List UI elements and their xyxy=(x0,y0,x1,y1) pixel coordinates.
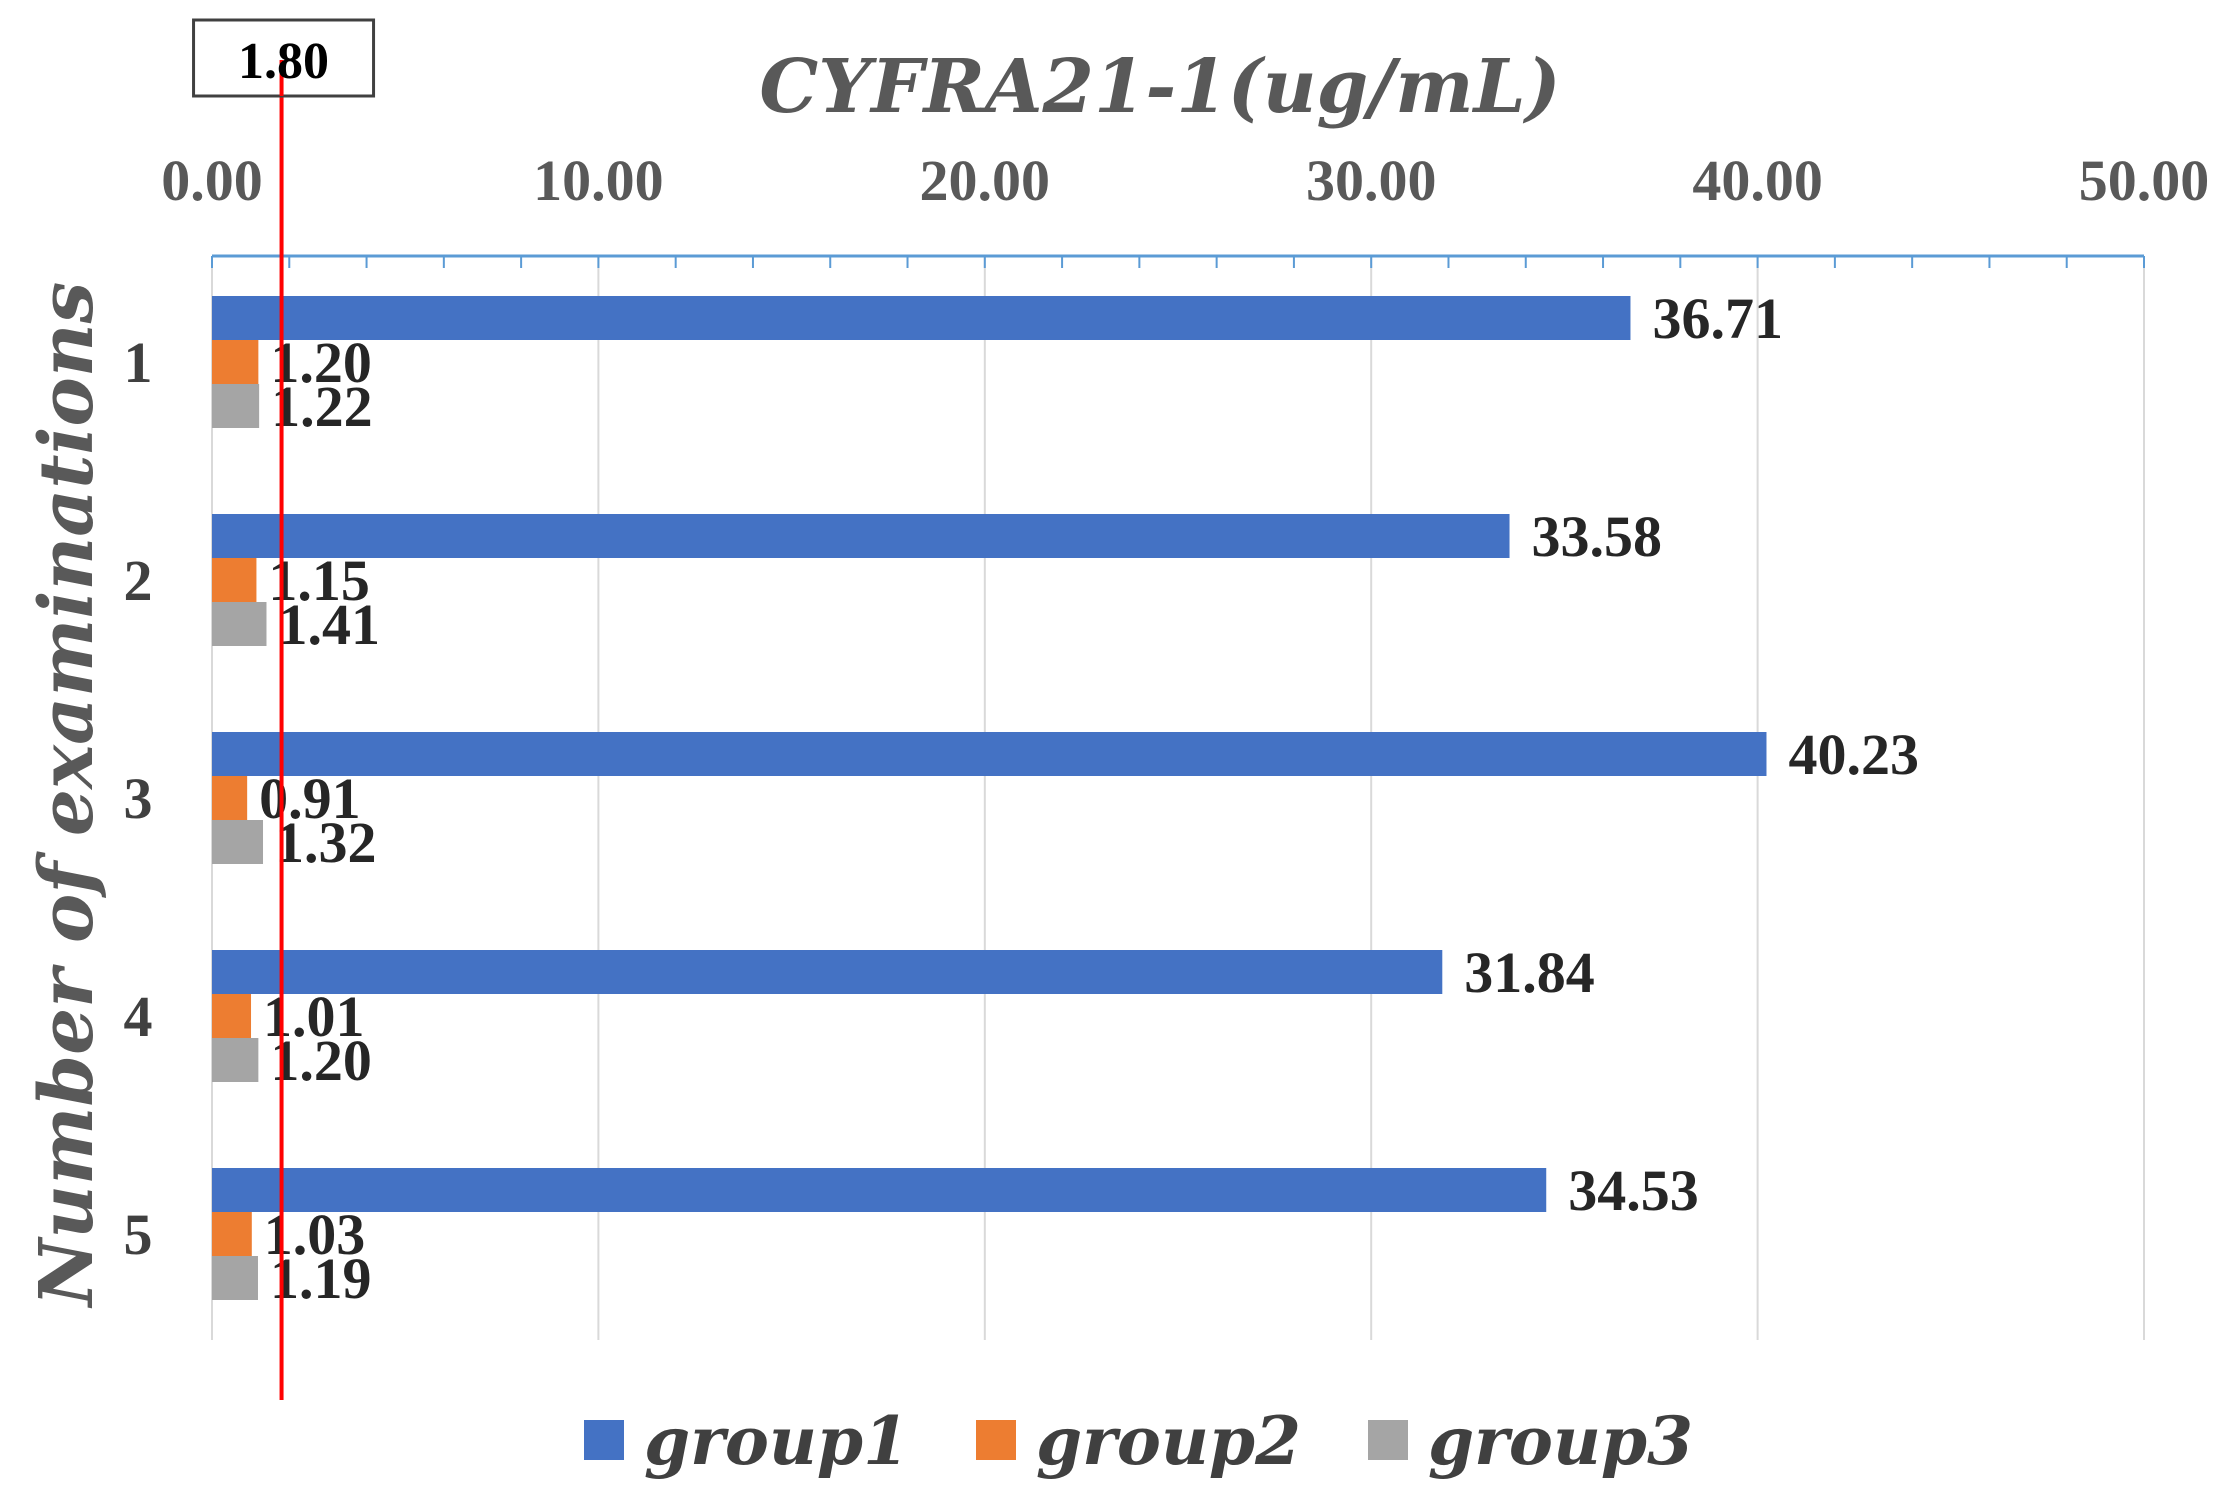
group3-bar xyxy=(212,1256,258,1300)
group3-bar xyxy=(212,384,260,428)
x-axis-title: CYFRA21-1(ug/mL) xyxy=(759,44,1560,130)
x-tick-label: 40.00 xyxy=(1692,148,1823,213)
group2-bar xyxy=(212,776,248,820)
group1-legend-label: group1 xyxy=(644,1402,909,1480)
group1-data-label: 31.84 xyxy=(1464,940,1595,1005)
group3-bar xyxy=(212,1038,259,1082)
group3-data-label: 1.41 xyxy=(278,592,380,657)
x-tick-label: 30.00 xyxy=(1306,148,1437,213)
category-label: 5 xyxy=(124,1202,153,1267)
x-tick-label: 50.00 xyxy=(2079,148,2210,213)
group3-data-label: 1.20 xyxy=(270,1028,372,1093)
x-tick-label: 10.00 xyxy=(533,148,664,213)
group3-data-label: 1.22 xyxy=(271,374,373,439)
category-label: 1 xyxy=(124,330,153,395)
threshold-label: 1.80 xyxy=(238,33,329,90)
category-label: 3 xyxy=(124,766,153,831)
group1-data-label: 34.53 xyxy=(1568,1158,1699,1223)
group2-data-label: 1.20 xyxy=(270,330,372,395)
group2-bar xyxy=(212,994,252,1038)
x-tick-label: 20.00 xyxy=(920,148,1051,213)
group3-data-label: 1.32 xyxy=(275,810,377,875)
group1-legend-swatch xyxy=(584,1420,624,1460)
group2-bar xyxy=(212,340,259,384)
group2-legend-swatch xyxy=(976,1420,1016,1460)
group1-data-label: 36.71 xyxy=(1652,286,1783,351)
x-tick-label: 0.00 xyxy=(161,148,263,213)
group1-bar xyxy=(212,1168,1547,1212)
group1-data-label: 33.58 xyxy=(1532,504,1663,569)
group2-bar xyxy=(212,1212,252,1256)
category-label: 4 xyxy=(124,984,153,1049)
group3-legend-label: group3 xyxy=(1428,1402,1693,1480)
group3-legend-swatch xyxy=(1368,1420,1408,1460)
category-label: 2 xyxy=(124,548,153,613)
group3-data-label: 1.19 xyxy=(270,1246,372,1311)
group3-bar xyxy=(212,602,267,646)
group1-bar xyxy=(212,296,1631,340)
group1-bar xyxy=(212,732,1767,776)
y-axis-title: Number of examinations xyxy=(24,282,110,1309)
group1-bar xyxy=(212,950,1443,994)
group3-bar xyxy=(212,820,264,864)
group2-data-label: 1.15 xyxy=(268,548,370,613)
group2-legend-label: group2 xyxy=(1036,1402,1301,1480)
group2-data-label: 0.91 xyxy=(259,766,361,831)
group2-bar xyxy=(212,558,257,602)
group1-data-label: 40.23 xyxy=(1788,722,1919,787)
group1-bar xyxy=(212,514,1510,558)
